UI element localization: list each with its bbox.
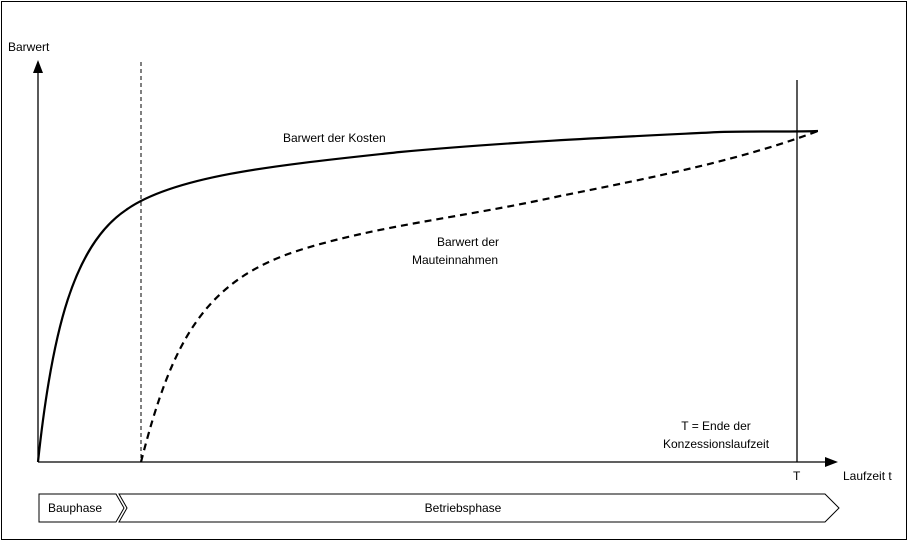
annotation-line1: T = Ende der (681, 419, 751, 433)
toll-revenue-curve (139, 129, 819, 463)
phase-bar-operation (118, 493, 840, 523)
phase-bar-build (38, 493, 125, 523)
phase-label-build: Bauphase (48, 501, 102, 515)
phase-label-operation: Betriebsphase (425, 501, 502, 515)
x-axis-label: Laufzeit t (843, 469, 892, 483)
annotation-line2: Konzessionslaufzeit (663, 437, 770, 451)
x-axis-arrow (825, 457, 838, 467)
costs-curve-label: Barwert der Kosten (283, 131, 386, 145)
t-tick-label: T (793, 469, 801, 483)
toll-revenue-label-line2: Mauteinnahmen (412, 253, 498, 267)
costs-curve (36, 129, 819, 463)
y-axis-arrow (33, 60, 43, 73)
toll-revenue-label-line1: Barwert der (437, 235, 499, 249)
y-axis-label: Barwert (8, 40, 50, 54)
